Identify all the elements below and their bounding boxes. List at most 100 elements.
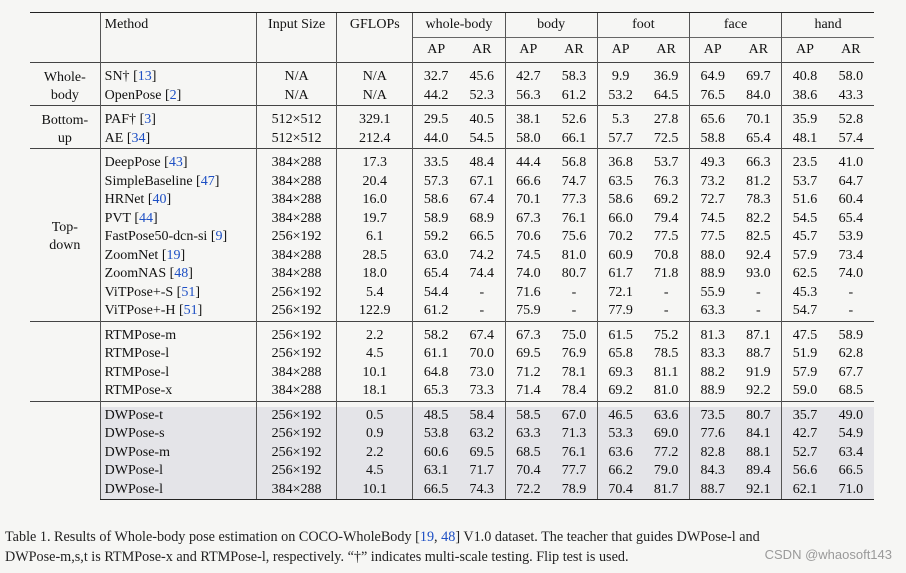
ap-value-cell: 55.9 [688, 283, 736, 302]
ar-value-cell: 70.8 [653, 247, 679, 263]
ap-value-cell: 44.0 [412, 129, 459, 149]
ar-value-cell: 76.3 [653, 173, 679, 189]
ar-value-cell: 65.4 [838, 210, 864, 226]
ap-value-cell: 72.2 [504, 480, 552, 500]
ar-value-cell: 73.4 [838, 247, 864, 263]
ap-value-cell: 65.6 [688, 111, 736, 130]
ap-value-cell: 38.6 [781, 86, 828, 106]
ap-value-cell: 88.7 [688, 480, 736, 500]
ap-value-cell: 66.0 [596, 209, 644, 228]
ap-value-cell: 58.2 [412, 326, 459, 345]
input-size-cell: 256×192 [256, 283, 337, 302]
ap-value-cell: 70.4 [596, 480, 644, 500]
ar-value-cell: 77.7 [551, 462, 598, 481]
citation-link[interactable]: 44 [139, 210, 154, 226]
citation-link[interactable]: 13 [137, 69, 152, 84]
citation-link[interactable]: 40 [152, 192, 167, 207]
ar-value-cell: 53.7 [653, 155, 679, 170]
input-size-cell: N/A [256, 86, 337, 106]
ap-value-cell: 42.7 [781, 425, 828, 444]
ar-value-cell: 74.2 [469, 247, 495, 263]
method-cell: HRNet [40] [99, 191, 257, 210]
category-label-line: Whole- [43, 69, 86, 85]
method-name: OpenPose [104, 87, 162, 103]
table-row: DWPose-m 256×192 2.2 60.6 69.5 68.5 76.1 63.6 77… [30, 443, 874, 462]
citation-link[interactable]: 3 [144, 112, 152, 127]
ar-value-cell: 53.9 [838, 229, 864, 244]
ap-value-cell: 58.5 [504, 406, 552, 425]
header-ap: AP [504, 37, 552, 63]
ap-value-cell: 88.9 [688, 382, 736, 401]
ar-value-cell: 93.0 [746, 266, 771, 281]
citation-link[interactable]: 19 [166, 247, 181, 263]
method-name: RTMPose-m [104, 327, 177, 343]
ar-value-cell: 73.3 [469, 383, 495, 398]
ar-value-cell: 68.5 [838, 383, 864, 398]
citation-link[interactable]: 51 [181, 284, 196, 300]
header-group-face: face [688, 12, 782, 38]
citation-link[interactable]: 48 [174, 266, 189, 281]
citation-link[interactable]: 2 [169, 87, 177, 103]
method-name: DWPose-s [104, 426, 165, 441]
citation-link[interactable]: 34 [131, 130, 146, 146]
ap-value-cell: 57.9 [781, 363, 828, 382]
input-size-cell: 384×288 [256, 480, 337, 500]
citation-link[interactable]: 43 [168, 155, 183, 170]
caption-citation[interactable]: 19 [419, 529, 435, 545]
ap-value-cell: 69.2 [596, 382, 644, 401]
ar-value-cell: - [756, 284, 761, 300]
method-name: ViTPose+-H [104, 303, 176, 318]
ap-value-cell: 75.9 [504, 302, 552, 321]
gflops-cell: 329.1 [336, 111, 413, 130]
method-cell: DWPose-t [99, 406, 257, 425]
citation-link[interactable]: 51 [183, 303, 198, 318]
table-row: ViTPose+-H [51] 256×192 122.9 61.2 - 75.9 - 77.… [30, 302, 874, 321]
ap-value-cell: 74.5 [688, 209, 736, 228]
ar-value-cell: 45.6 [469, 69, 495, 84]
gflops-cell: N/A [336, 68, 413, 87]
method-name: DWPose-m [104, 444, 170, 460]
header-input-size: Input Size [256, 12, 337, 38]
ar-value-cell: 74.0 [838, 266, 864, 281]
ar-value-cell: - [848, 303, 854, 318]
category-label: Top-down [30, 154, 100, 321]
ar-value-cell: 67.0 [551, 406, 598, 425]
ap-value-cell: 77.9 [596, 302, 644, 321]
header-group-whole-body: whole-body [412, 12, 506, 38]
citation-link[interactable]: 47 [200, 173, 215, 189]
ar-value-cell: 82.5 [746, 229, 771, 244]
ap-value-cell: 74.0 [504, 265, 552, 284]
gflops-cell: 18.0 [336, 265, 413, 284]
table-row: AE [34] 512×512 212.4 44.0 54.5 58.0 66.1 57.7 7… [30, 129, 874, 149]
method-name: DWPose-l [104, 481, 163, 497]
caption-citation[interactable]: 48 [441, 529, 456, 545]
ap-value-cell: 70.1 [504, 191, 552, 210]
header-group-body: body [504, 12, 598, 38]
header-gflops: GFLOPs [336, 12, 413, 38]
ar-value-cell: - [479, 284, 485, 300]
method-cell: RTMPose-m [99, 326, 257, 345]
gflops-cell: 6.1 [336, 228, 413, 247]
ap-value-cell: 60.6 [412, 443, 459, 462]
header-ap: AP [412, 37, 459, 63]
ap-value-cell: 58.9 [412, 209, 459, 228]
input-size-cell: 512×512 [256, 111, 337, 130]
ap-value-cell: 58.0 [504, 129, 552, 149]
ar-value-cell: 76.1 [551, 443, 598, 462]
method-cell: ZoomNAS [48] [99, 265, 257, 284]
header-ar: AR [643, 37, 690, 63]
ar-value-cell: 69.7 [746, 69, 771, 84]
header-ar: AR [735, 37, 782, 63]
method-name: ViTPose+-S [104, 284, 174, 300]
ap-value-cell: 72.7 [688, 191, 736, 210]
ap-value-cell: 70.2 [596, 228, 644, 247]
citation-link[interactable]: 9 [215, 229, 223, 244]
ap-value-cell: 68.5 [504, 443, 552, 462]
method-name: HRNet [104, 192, 145, 207]
ap-value-cell: 53.7 [781, 172, 828, 191]
ap-value-cell: 74.5 [504, 246, 552, 265]
ar-value-cell: 70.1 [746, 112, 771, 127]
gflops-cell: N/A [336, 86, 413, 106]
ar-value-cell: 74.3 [458, 480, 506, 500]
ap-value-cell: 77.5 [688, 228, 736, 247]
